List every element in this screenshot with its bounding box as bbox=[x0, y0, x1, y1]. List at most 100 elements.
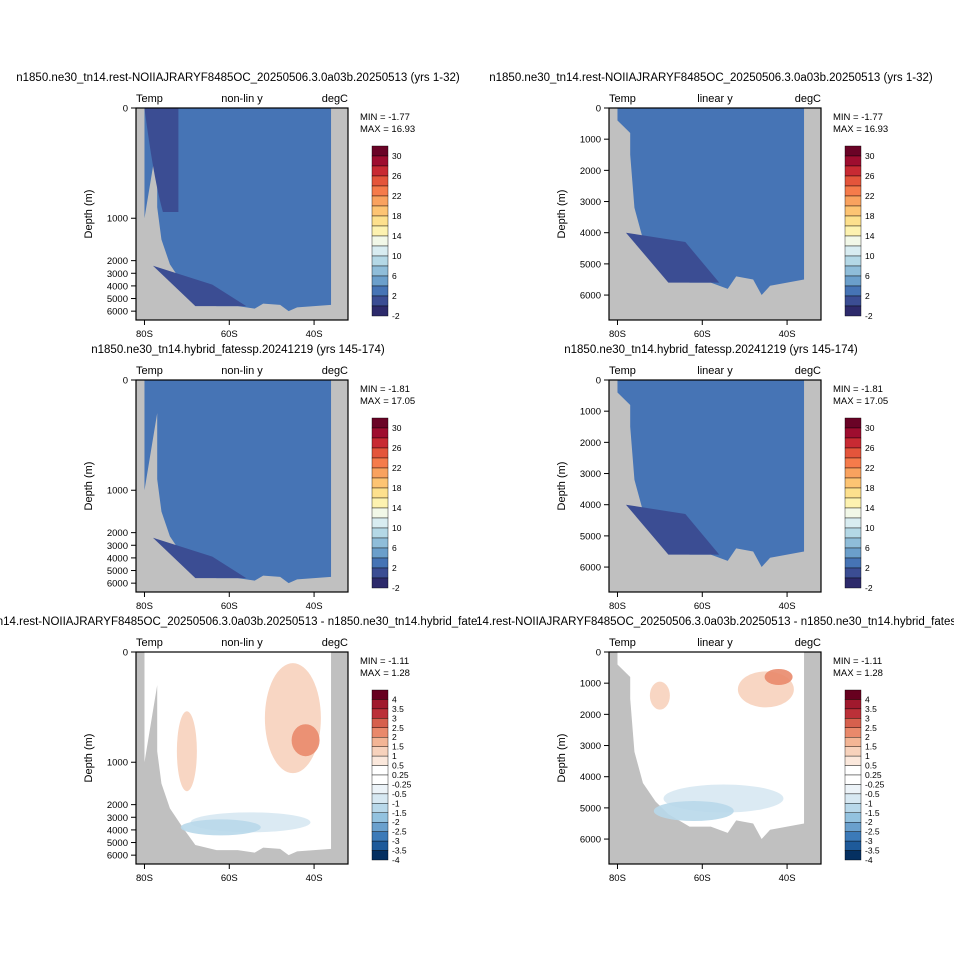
colorbar-label: -1 bbox=[865, 798, 873, 808]
colorbar-label: -4 bbox=[865, 855, 873, 865]
difference-contour-band bbox=[653, 801, 734, 821]
colorbar-label: -2.5 bbox=[392, 827, 407, 837]
colorbar-box bbox=[371, 457, 389, 469]
x-tick-label: 80S bbox=[609, 329, 626, 340]
colorbar-box bbox=[844, 195, 862, 207]
y-axis-label: Depth (m) bbox=[83, 190, 95, 239]
colorbar-label: 22 bbox=[392, 463, 402, 473]
colorbar-box bbox=[371, 155, 389, 167]
colorbar-box bbox=[371, 265, 389, 277]
colorbar-box bbox=[371, 185, 389, 197]
colorbar-box bbox=[371, 175, 389, 187]
colorbar-label: 2.5 bbox=[392, 723, 404, 733]
y-tick-label: 6000 bbox=[107, 851, 128, 862]
units-label: degC bbox=[322, 637, 348, 649]
plot-frame bbox=[135, 107, 349, 321]
colorbar-box bbox=[844, 295, 862, 307]
colorbar-box bbox=[371, 577, 389, 589]
colorbar-box bbox=[844, 831, 862, 842]
min-label: MIN = -1.77 bbox=[360, 112, 410, 123]
colorbar-box bbox=[844, 285, 862, 297]
colorbar-box bbox=[371, 145, 389, 157]
colorbar-box bbox=[844, 215, 862, 227]
colorbar-box bbox=[844, 557, 862, 569]
colorbar-box bbox=[371, 517, 389, 529]
y-axis-label: Depth (m) bbox=[556, 734, 568, 783]
y-tick-label: 1000 bbox=[107, 486, 128, 497]
yscale-label: non-lin y bbox=[221, 93, 263, 105]
temperature-contour-band bbox=[144, 108, 179, 212]
y-tick-label: 0 bbox=[596, 376, 601, 387]
colorbar-label: 3.5 bbox=[865, 704, 877, 714]
colorbar-box bbox=[844, 275, 862, 287]
colorbar-label: 26 bbox=[392, 443, 402, 453]
colorbar-label: -2 bbox=[392, 817, 400, 827]
min-label: MIN = -1.81 bbox=[833, 384, 883, 395]
colorbar-box bbox=[844, 185, 862, 197]
colorbar-box bbox=[844, 737, 862, 747]
colorbar-label: 14 bbox=[865, 503, 875, 513]
colorbar-label: 10 bbox=[392, 523, 402, 533]
y-tick-label: 0 bbox=[123, 376, 128, 387]
temperature-contour-band bbox=[625, 504, 720, 555]
colorbar-label: -0.5 bbox=[392, 789, 407, 799]
colorbar-box bbox=[371, 255, 389, 267]
yscale-label: linear y bbox=[697, 93, 733, 105]
colorbar-box bbox=[844, 155, 862, 167]
colorbar-box bbox=[371, 547, 389, 559]
colorbar-box bbox=[844, 467, 862, 479]
colorbar-box bbox=[844, 840, 862, 851]
colorbar-box bbox=[844, 765, 862, 776]
y-tick-label: 6000 bbox=[107, 579, 128, 590]
colorbar-box bbox=[844, 803, 862, 813]
colorbar-box bbox=[844, 774, 862, 785]
colorbar-box bbox=[371, 840, 389, 851]
colorbar-box bbox=[844, 265, 862, 277]
colorbar-box bbox=[371, 225, 389, 237]
y-tick-label: 0 bbox=[123, 104, 128, 115]
colorbar-label: -2 bbox=[865, 817, 873, 827]
colorbar-box bbox=[844, 165, 862, 177]
colorbar-label: 1 bbox=[865, 751, 870, 761]
colorbar-box bbox=[844, 457, 862, 469]
colorbar-label: -2 bbox=[865, 583, 873, 593]
x-tick-label: 40S bbox=[306, 329, 323, 340]
y-tick-label: 2000 bbox=[580, 438, 601, 449]
colorbar-box bbox=[844, 427, 862, 439]
y-tick-label: 1000 bbox=[580, 407, 601, 418]
y-axis-label: Depth (m) bbox=[556, 462, 568, 511]
panel-title-p6: n1850.ne30_tn14.rest-NOIIAJRARYF8485OC_2… bbox=[399, 616, 954, 628]
colorbar-label: 10 bbox=[865, 251, 875, 261]
colorbar-box bbox=[371, 235, 389, 247]
plot-frame bbox=[135, 651, 349, 865]
colorbar-box bbox=[371, 507, 389, 519]
panel-title-p5: n1850.ne30_tn14.rest-NOIIAJRARYF8485OC_2… bbox=[0, 616, 550, 628]
colorbar-label: -1.5 bbox=[865, 808, 880, 818]
colorbar-box bbox=[371, 737, 389, 747]
x-tick-label: 60S bbox=[694, 873, 711, 884]
colorbar-box bbox=[371, 437, 389, 449]
y-tick-label: 2000 bbox=[107, 256, 128, 267]
colorbar-label: 10 bbox=[865, 523, 875, 533]
colorbar-label: -3.5 bbox=[865, 846, 880, 856]
colorbar-box bbox=[371, 689, 389, 700]
colorbar-label: 30 bbox=[865, 151, 875, 161]
max-label: MAX = 16.93 bbox=[360, 124, 415, 135]
x-tick-label: 60S bbox=[694, 329, 711, 340]
colorbar-label: -2 bbox=[392, 311, 400, 321]
colorbar-box bbox=[371, 285, 389, 297]
colorbar-box bbox=[371, 765, 389, 776]
colorbar-box bbox=[371, 165, 389, 177]
colorbar-box bbox=[844, 746, 862, 757]
colorbar-label: -1 bbox=[392, 798, 400, 808]
colorbar-box bbox=[844, 577, 862, 589]
x-tick-label: 40S bbox=[779, 601, 796, 612]
y-tick-label: 0 bbox=[596, 104, 601, 115]
variable-label: Temp bbox=[609, 637, 636, 649]
max-label: MAX = 16.93 bbox=[833, 124, 888, 135]
difference-contour-band bbox=[649, 681, 670, 710]
max-label: MAX = 1.28 bbox=[360, 668, 410, 679]
y-tick-label: 3000 bbox=[107, 541, 128, 552]
